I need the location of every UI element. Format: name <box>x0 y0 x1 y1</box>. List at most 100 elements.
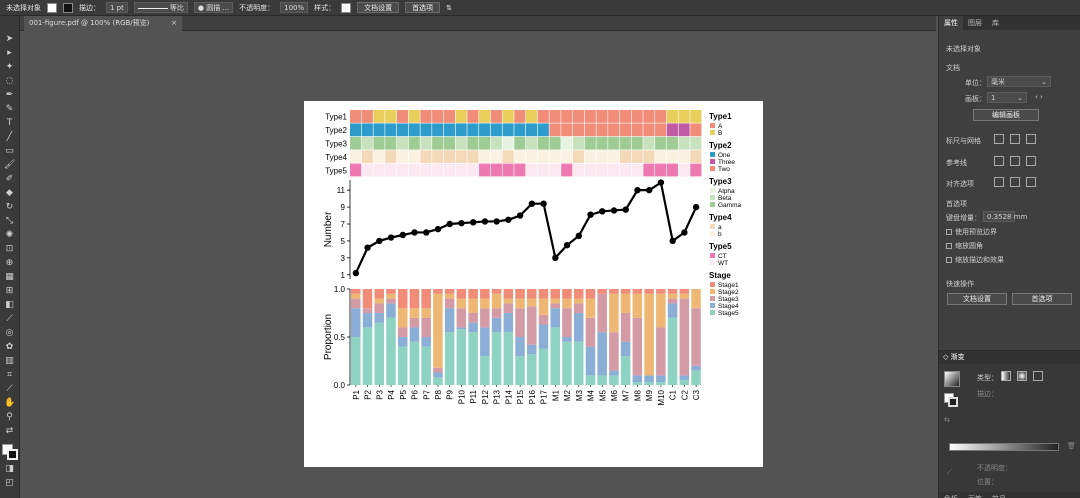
preview-bounds-checkbox[interactable]: 使用预览边界 <box>946 227 997 237</box>
tools-panel: ➤ ▸ ✦ ◌ ✒ ✎ T ╱ ▭ 🖌 ✐ ◆ ↻ ⤡ ✺ ⊡ ⊕ ▦ ⊞ ◧ … <box>0 16 20 498</box>
number-data-point <box>692 203 700 211</box>
proportion-bar-segment <box>456 289 467 299</box>
number-data-point <box>399 231 406 239</box>
checkbox-icon <box>946 229 952 235</box>
heatmap-cell <box>443 163 455 177</box>
smart-guides-icon[interactable] <box>1026 156 1036 166</box>
heatmap-cell <box>490 123 502 137</box>
direct-selection-tool-icon[interactable]: ▸ <box>7 48 12 58</box>
proportion-bar-segment <box>386 303 396 318</box>
line-tool-icon[interactable]: ╱ <box>6 132 13 142</box>
freeform-gradient-icon[interactable] <box>1033 371 1043 381</box>
proportion-bar-segment <box>444 332 455 385</box>
shape-builder-tool-icon[interactable]: ⊕ <box>5 258 14 268</box>
eyedropper-tool-icon[interactable]: ⟋ <box>6 314 13 324</box>
heatmap-cell <box>502 110 514 123</box>
keyboard-increment-field[interactable]: 0.3528 mm <box>983 211 1027 222</box>
gradient-preview[interactable] <box>944 371 960 387</box>
mesh-tool-icon[interactable]: ⊞ <box>5 286 14 296</box>
doc-setup-button[interactable]: 文档设置 <box>357 2 400 13</box>
number-data-point <box>681 229 688 236</box>
proportion-bar-segment <box>573 341 584 385</box>
stroke-swatch[interactable] <box>63 2 73 13</box>
slice-tool-icon[interactable]: ⟋ <box>6 384 13 394</box>
x-tick-label: P14 <box>504 389 513 404</box>
preferences-button[interactable]: 首选项 <box>405 2 441 13</box>
rectangle-tool-icon[interactable]: ▭ <box>5 146 14 156</box>
gradient-tool-icon[interactable]: ◧ <box>5 300 14 310</box>
heatmap-cell <box>666 136 678 150</box>
tab-properties[interactable]: 属性 <box>939 16 963 30</box>
draw-mode-icon[interactable]: ◰ <box>5 478 14 488</box>
lasso-tool-icon[interactable]: ◌ <box>5 76 14 86</box>
heatmap-cell <box>385 150 397 163</box>
reverse-gradient-icon[interactable]: ⇆ <box>944 416 950 424</box>
shaper-tool-icon[interactable]: ✐ <box>5 174 14 184</box>
edit-artboard-button[interactable]: 编辑画板 <box>973 109 1039 121</box>
brush-select[interactable]: ● 圆描 ... <box>193 2 234 13</box>
free-transform-tool-icon[interactable]: ⊡ <box>5 244 14 254</box>
tab-libraries[interactable]: 库 <box>992 19 999 27</box>
warp-tool-icon[interactable]: ✺ <box>5 230 14 240</box>
snap-pixel-icon[interactable] <box>1010 177 1020 187</box>
swap-colors-icon[interactable]: ⇄ <box>5 426 14 436</box>
tab-layers[interactable]: 图层 <box>968 19 982 27</box>
gradient-eyedropper-icon[interactable]: ⟋ <box>947 468 952 476</box>
arrange-icon[interactable]: ⇅ <box>446 3 453 12</box>
tab-symbols[interactable]: 符号 <box>987 492 1011 498</box>
color-mode-icon[interactable]: ◨ <box>5 464 14 474</box>
legend-label: Three <box>718 159 735 166</box>
paintbrush-tool-icon[interactable]: 🖌 <box>4 160 16 170</box>
tab-brushes[interactable]: 画笔 <box>963 492 987 498</box>
blend-tool-icon[interactable]: ◎ <box>5 328 14 338</box>
snap-glyph-icon[interactable] <box>1026 177 1036 187</box>
scale-tool-icon[interactable]: ⤡ <box>5 216 14 226</box>
artboard[interactable]: Type1 Type2 Type3 Type4 Type5 1 3 5 7 9 11 Number 0.… <box>304 101 763 467</box>
radial-gradient-icon[interactable] <box>1017 371 1027 381</box>
panel-doc-setup-button[interactable]: 文档设置 <box>947 293 1007 305</box>
proportion-bar-segment <box>386 317 396 385</box>
eraser-tool-icon[interactable]: ◆ <box>6 188 13 198</box>
units-select[interactable]: 毫米 ⌄ <box>987 76 1051 87</box>
hand-tool-icon[interactable]: ✋ <box>4 398 16 408</box>
heatmap-row-label: Type1 <box>325 113 347 122</box>
prefs-section-title: 首选项 <box>946 200 967 208</box>
graph-tool-icon[interactable]: ▥ <box>5 356 14 366</box>
stroke-color-box[interactable] <box>7 449 18 460</box>
grid-icon[interactable] <box>1010 134 1020 144</box>
gradient-slider[interactable] <box>949 443 1059 451</box>
scale-strokes-checkbox[interactable]: 缩放描边和效果 <box>946 255 1004 265</box>
profile-select[interactable]: 等比 <box>133 2 188 13</box>
document-tab[interactable]: 001-figure.pdf @ 100% (RGB/预览) × <box>24 16 182 31</box>
style-swatch[interactable] <box>341 2 352 13</box>
lock-guides-icon[interactable] <box>1010 156 1020 166</box>
rotate-tool-icon[interactable]: ↻ <box>5 202 14 212</box>
selection-tool-icon[interactable]: ➤ <box>5 34 14 44</box>
delete-stop-icon[interactable]: 🗑 <box>1067 442 1076 450</box>
ruler-icon[interactable] <box>994 134 1004 144</box>
type-tool-icon[interactable]: T <box>6 118 13 128</box>
linear-gradient-icon[interactable] <box>1001 371 1011 381</box>
curvature-tool-icon[interactable]: ✎ <box>5 104 14 114</box>
units-label: 单位： <box>965 79 986 87</box>
scale-corners-checkbox[interactable]: 缩放圆角 <box>946 241 983 251</box>
close-tab-icon[interactable]: × <box>171 19 177 27</box>
artboard-nav-icon[interactable]: ‹ › <box>1035 93 1043 101</box>
show-guides-icon[interactable] <box>994 156 1004 166</box>
symbol-sprayer-tool-icon[interactable]: ✿ <box>5 342 14 352</box>
tab-swatches[interactable]: 色板 <box>939 492 963 498</box>
pen-tool-icon[interactable]: ✒ <box>5 90 14 100</box>
fill-swatch[interactable] <box>47 2 57 13</box>
gradient-stroke-swatch[interactable] <box>948 397 958 407</box>
opacity-field[interactable]: 100% <box>280 2 309 13</box>
stroke-weight-field[interactable]: 1 pt <box>106 2 128 13</box>
artboard-tool-icon[interactable]: ⌗ <box>6 370 13 380</box>
snap-point-icon[interactable] <box>994 177 1004 187</box>
proportion-bar-segment <box>456 327 467 330</box>
transparency-grid-icon[interactable] <box>1026 134 1036 144</box>
magic-wand-tool-icon[interactable]: ✦ <box>5 62 14 72</box>
zoom-tool-icon[interactable]: ⚲ <box>6 412 13 422</box>
panel-preferences-button[interactable]: 首选项 <box>1012 293 1072 305</box>
artboard-select[interactable]: 1 ⌄ <box>987 92 1027 103</box>
perspective-grid-tool-icon[interactable]: ▦ <box>5 272 14 282</box>
